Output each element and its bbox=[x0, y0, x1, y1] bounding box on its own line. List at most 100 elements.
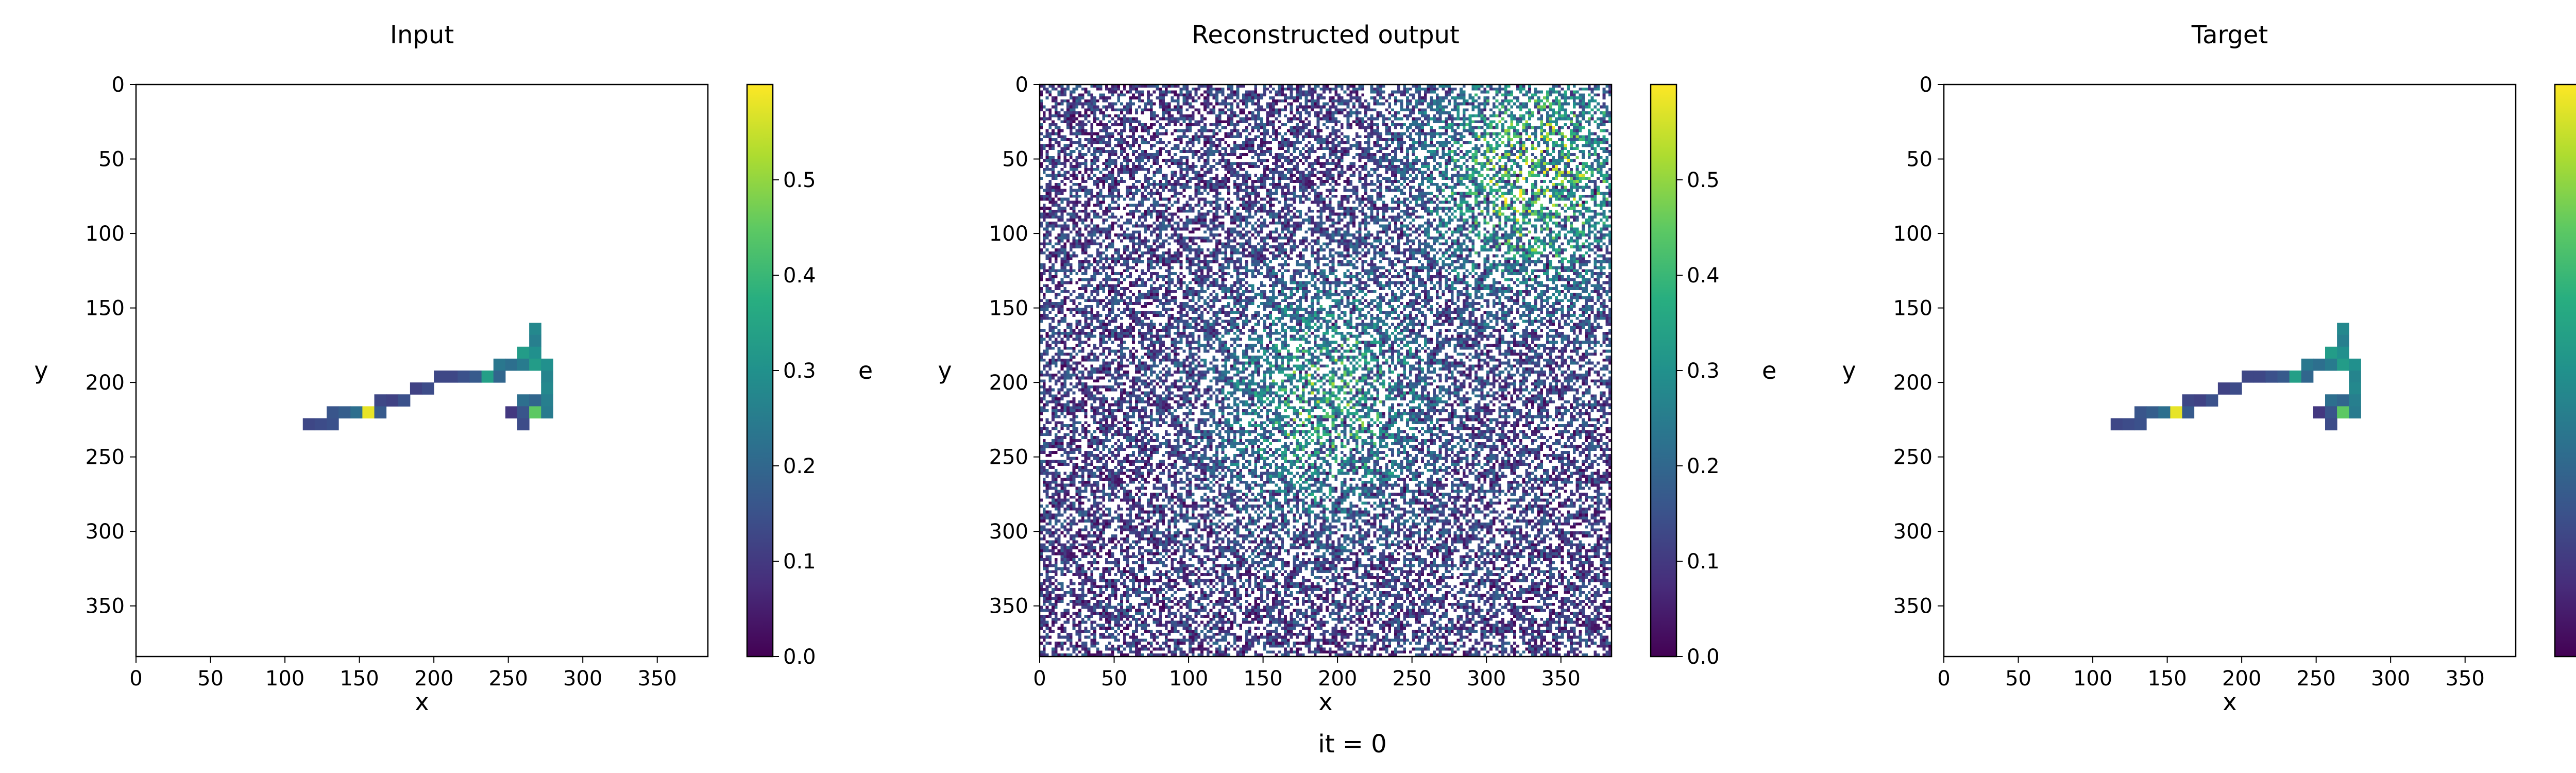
heatmap-cell bbox=[517, 406, 530, 418]
colorbar-label: e bbox=[1762, 357, 1776, 384]
x-tick-label: 0 bbox=[129, 667, 142, 691]
y-tick-label: 200 bbox=[989, 371, 1028, 395]
x-tick-label: 250 bbox=[488, 667, 528, 691]
heatmap-cell bbox=[2337, 358, 2349, 371]
x-tick-label: 350 bbox=[638, 667, 677, 691]
heatmap-cell bbox=[374, 394, 387, 407]
heatmap-cell bbox=[374, 406, 387, 418]
panel-title: Input bbox=[390, 21, 454, 49]
heatmap-cell bbox=[314, 418, 327, 431]
heatmap-cell bbox=[2325, 394, 2337, 407]
heatmap-cell bbox=[2337, 406, 2349, 418]
heatmap-cell bbox=[2337, 394, 2349, 407]
x-tick-label: 50 bbox=[2005, 667, 2031, 691]
heatmap-cell bbox=[338, 406, 351, 418]
heatmap-cell bbox=[493, 371, 506, 383]
colorbar-tick-label: 0.5 bbox=[1687, 169, 1720, 192]
colorbar-tick-label: 0.5 bbox=[783, 169, 816, 192]
axes-frame bbox=[1943, 83, 2517, 658]
y-tick-label: 100 bbox=[86, 222, 125, 246]
heatmap-cell bbox=[302, 418, 315, 431]
heatmap-cell bbox=[2325, 406, 2337, 418]
heatmap-cell bbox=[434, 371, 446, 383]
heatmap-cell bbox=[327, 406, 339, 418]
heatmap-cell bbox=[2182, 394, 2195, 407]
colorbar-tick-label: 0.4 bbox=[1687, 264, 1720, 288]
x-tick-label: 0 bbox=[1937, 667, 1950, 691]
y-tick-label: 150 bbox=[989, 297, 1028, 321]
axes-background bbox=[1944, 85, 2516, 657]
x-tick-label: 100 bbox=[1169, 667, 1208, 691]
colorbar-tick-label: 0.2 bbox=[783, 455, 816, 478]
heatmap-cell bbox=[529, 358, 541, 371]
x-tick-label: 350 bbox=[1541, 667, 1581, 691]
x-tick-label: 50 bbox=[1101, 667, 1127, 691]
heatmap-cell bbox=[2170, 406, 2182, 418]
heatmap-cell bbox=[529, 334, 541, 347]
heatmap-cell bbox=[350, 406, 363, 418]
heatmap-image bbox=[2110, 323, 2361, 431]
y-tick-label: 100 bbox=[989, 222, 1028, 246]
heatmap-cell bbox=[529, 323, 541, 335]
y-tick-label: 150 bbox=[1893, 297, 1933, 321]
y-tick-label: 0 bbox=[1920, 73, 1933, 97]
heatmap-cell bbox=[362, 406, 375, 418]
colorbar-tick-label: 0.3 bbox=[1687, 359, 1720, 383]
heatmap-cell bbox=[410, 382, 422, 395]
x-tick-label: 0 bbox=[1033, 667, 1046, 691]
y-tick-label: 0 bbox=[112, 73, 125, 97]
y-tick-label: 250 bbox=[1893, 446, 1933, 469]
heatmap-cell bbox=[457, 371, 470, 383]
heatmap-cell bbox=[2134, 418, 2147, 431]
y-tick-label: 200 bbox=[1893, 371, 1933, 395]
axes-frame bbox=[135, 83, 709, 658]
y-axis-label: y bbox=[1842, 357, 1856, 384]
heatmap-cell bbox=[2301, 358, 2314, 371]
heatmap-cell bbox=[2146, 406, 2159, 418]
panels-group: 0 50 100 150 200 250 300 350 0 50 100 150 200 250 300 3… bbox=[34, 21, 2576, 716]
panel-title: Reconstructed output bbox=[1192, 21, 1460, 49]
heatmap-cell bbox=[541, 394, 553, 407]
heatmap-cell bbox=[493, 358, 506, 371]
x-tick-label: 250 bbox=[2296, 667, 2335, 691]
x-tick-label: 150 bbox=[340, 667, 379, 691]
heatmap-cell bbox=[2289, 371, 2302, 383]
panel-3: 0 50 100 150 200 250 300 350 0 50 100 150 200 250 300 3… bbox=[1842, 21, 2576, 716]
heatmap-cell bbox=[2313, 406, 2326, 418]
heatmap-cell bbox=[2206, 394, 2218, 407]
y-tick-label: 200 bbox=[86, 371, 125, 395]
heatmap-cell bbox=[2337, 323, 2349, 335]
heatmap-cell bbox=[2158, 406, 2171, 418]
heatmap-cell bbox=[2349, 406, 2361, 418]
colorbar-gradient bbox=[747, 85, 773, 657]
heatmap-cell bbox=[2242, 371, 2254, 383]
x-axis-label: x bbox=[2223, 688, 2236, 716]
x-tick-label: 200 bbox=[414, 667, 453, 691]
heatmap-cell bbox=[2110, 418, 2123, 431]
heatmap-cell bbox=[541, 371, 553, 383]
colorbar-label: e bbox=[858, 357, 873, 384]
x-tick-label: 300 bbox=[2371, 667, 2410, 691]
x-tick-label: 250 bbox=[1392, 667, 1431, 691]
heatmap-cell bbox=[2301, 371, 2314, 383]
heatmap-cell bbox=[2349, 394, 2361, 407]
x-tick-label: 200 bbox=[1318, 667, 1357, 691]
y-tick-label: 350 bbox=[86, 595, 125, 618]
x-tick-label: 50 bbox=[197, 667, 224, 691]
heatmap-cell bbox=[2337, 346, 2349, 359]
panel-2: 0 50 100 150 200 250 300 350 0 50 100 150 200 250 300 3… bbox=[938, 21, 1776, 716]
x-tick-label: 150 bbox=[1243, 667, 1282, 691]
heatmap-cell bbox=[2313, 358, 2326, 371]
heatmap-cell bbox=[541, 406, 553, 418]
y-tick-label: 250 bbox=[86, 446, 125, 469]
panel-1: 0 50 100 150 200 250 300 350 0 50 100 150 200 250 300 3… bbox=[34, 21, 873, 716]
y-axis-label: y bbox=[34, 357, 48, 384]
y-tick-label: 0 bbox=[1015, 73, 1028, 97]
colorbar-gradient bbox=[1651, 85, 1676, 657]
heatmap-cell bbox=[505, 406, 518, 418]
y-tick-label: 100 bbox=[1893, 222, 1933, 246]
heatmap-cell bbox=[541, 382, 553, 395]
panel-title: Target bbox=[2191, 21, 2268, 49]
x-tick-label: 300 bbox=[1467, 667, 1506, 691]
